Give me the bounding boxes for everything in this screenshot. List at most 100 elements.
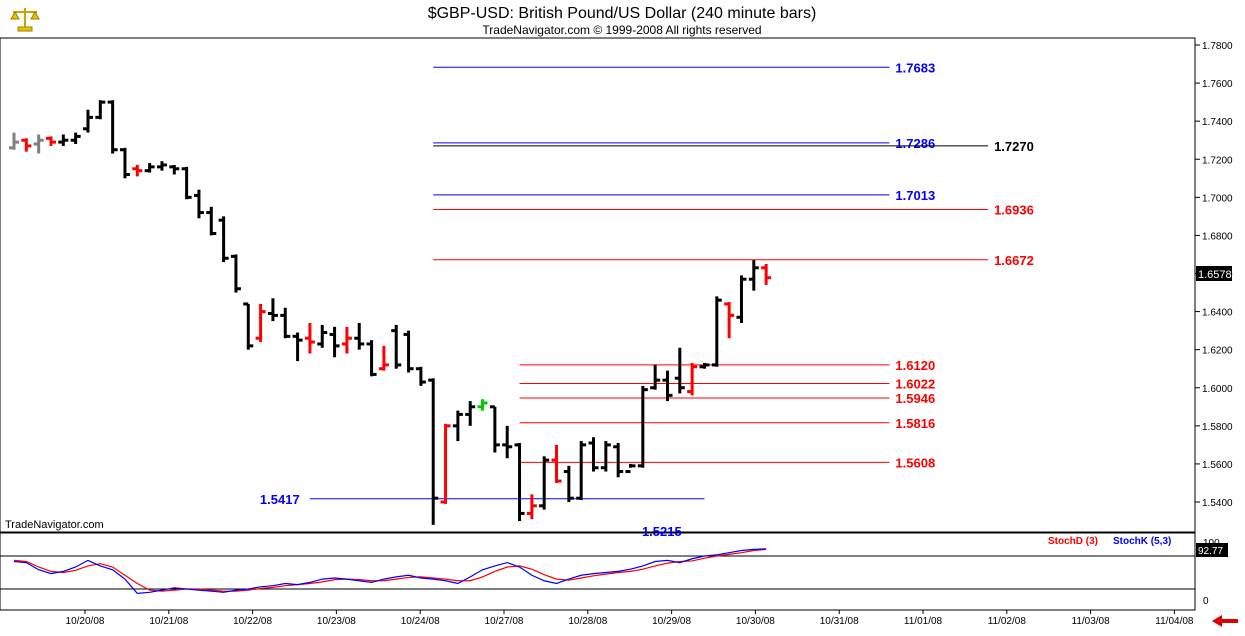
date-tick-label: 11/04/08: [1155, 616, 1194, 627]
ohlc-bar: [428, 378, 439, 525]
date-tick-label: 10/30/08: [736, 616, 775, 627]
ohlc-bar: [58, 134, 69, 146]
stoch-d-legend: StochD (3): [1048, 536, 1098, 547]
ohlc-bar: [144, 163, 155, 173]
ohlc-bar: [502, 425, 513, 459]
ohlc-bar: [132, 164, 143, 177]
ohlc-bar: [45, 136, 56, 146]
ohlc-bar: [724, 302, 735, 339]
ohlc-bar: [526, 494, 537, 520]
date-tick-label: 10/24/08: [401, 616, 440, 627]
ohlc-bar: [255, 303, 266, 343]
ohlc-bar: [292, 332, 303, 362]
ohlc-bar: [354, 323, 365, 350]
ohlc-bar: [711, 296, 722, 367]
price-tick-label: 1.6200: [1202, 346, 1233, 357]
ohlc-bar: [119, 147, 130, 179]
ohlc-bar: [699, 362, 710, 369]
ohlc-bar: [366, 340, 377, 377]
ohlc-bar: [576, 441, 587, 501]
stochastic-plot: [0, 548, 1195, 595]
chart-subtitle: TradeNavigator.com © 1999-2008 All right…: [482, 23, 761, 37]
ohlc-bar: [218, 216, 229, 263]
ohlc-bar: [403, 330, 414, 373]
stoch-k-line: [13, 548, 767, 595]
ohlc-bar: [662, 370, 673, 402]
price-level-label: 1.5417: [260, 492, 300, 507]
ohlc-bar: [613, 442, 624, 478]
last-price-badge: [1196, 266, 1232, 281]
price-tick-label: 1.6000: [1202, 384, 1233, 395]
ohlc-bar: [206, 206, 217, 236]
gold-scales-logo-icon[interactable]: [10, 4, 40, 32]
ohlc-bar: [230, 254, 241, 293]
price-pane: [0, 37, 1196, 533]
ohlc-bar: [736, 275, 747, 324]
ohlc-bar: [317, 324, 328, 348]
price-tick-label: 1.5400: [1202, 498, 1233, 509]
ohlc-bar: [243, 302, 254, 350]
date-tick-label: 10/29/08: [652, 616, 691, 627]
price-level-label: 1.6022: [895, 377, 935, 392]
ohlc-bar: [95, 100, 106, 120]
price-tick-label: 1.6800: [1202, 231, 1233, 242]
date-tick-label: 10/21/08: [149, 616, 188, 627]
ohlc-bar: [563, 465, 574, 502]
ohlc-bar: [650, 364, 661, 390]
ohlc-bar: [82, 109, 93, 133]
date-tick-label: 10/23/08: [317, 616, 356, 627]
stoch-d-line: [13, 548, 767, 592]
watermark: TradeNavigator.com: [5, 519, 104, 531]
price-axis: 1.54001.56001.58001.60001.62001.64001.66…: [1195, 41, 1233, 509]
stochastic-pane: [0, 532, 1196, 611]
price-tick-label: 1.5800: [1202, 422, 1233, 433]
price-level-label: 1.5946: [895, 391, 935, 406]
price-tick-label: 1.5600: [1202, 460, 1233, 471]
ohlc-bar: [452, 410, 463, 442]
ohlc-bar: [33, 134, 44, 154]
ohlc-bar: [637, 385, 648, 468]
ohlc-bar: [465, 401, 476, 426]
ohlc-bar: [514, 442, 525, 522]
ohlc-bar: [539, 456, 550, 510]
last-price-label: 1.6578: [1198, 269, 1232, 281]
date-tick-label: 11/01/08: [904, 616, 943, 627]
ohlc-bar: [304, 323, 315, 354]
ohlc-bar: [329, 326, 340, 358]
stoch-axis-zero: 0: [1203, 596, 1209, 607]
price-levels: 1.7683 1.7286 1.7270 1.7013 1.6936 1.6672 1.61…: [260, 60, 1034, 539]
ohlc-bar: [551, 444, 562, 483]
scroll-left-arrow-icon[interactable]: [1209, 614, 1241, 628]
ohlc-bar: [169, 164, 180, 175]
date-axis: 10/20/08 10/21/08 10/22/08 10/23/08 10/24/08…: [66, 610, 1194, 627]
date-tick-label: 10/20/08: [66, 616, 105, 627]
ohlc-bar: [193, 189, 204, 219]
price-level-label: 1.7286: [895, 136, 935, 151]
price-tick-label: 1.7800: [1202, 41, 1233, 52]
price-tick-label: 1.6400: [1202, 308, 1233, 319]
ohlc-bar: [107, 100, 118, 154]
ohlc-bar: [477, 399, 488, 411]
chart-title: $GBP-USD: British Pound/US Dollar (240 m…: [428, 5, 817, 22]
price-level-label: 1.5816: [895, 416, 935, 431]
price-level-label: 1.7013: [895, 188, 935, 203]
ohlc-bar: [21, 138, 32, 152]
stoch-k-legend: StochK (5,3): [1113, 536, 1171, 547]
ohlc-bar: [600, 441, 611, 472]
price-level-label: 1.6936: [994, 203, 1034, 218]
ohlc-bar: [415, 366, 426, 386]
price-tick-label: 1.7000: [1202, 193, 1233, 204]
ohlc-bar: [761, 263, 772, 285]
ohlc-bar: [588, 437, 599, 472]
price-level-label: 1.5608: [895, 455, 935, 470]
ohlc-bar: [489, 405, 500, 453]
ohlc-bar: [674, 347, 685, 394]
ohlc-bar: [625, 463, 636, 474]
ohlc-bar: [378, 345, 389, 371]
date-tick-label: 10/31/08: [820, 616, 859, 627]
ohlc-bar: [748, 260, 759, 291]
date-tick-label: 10/28/08: [568, 616, 607, 627]
price-tick-label: 1.7600: [1202, 79, 1233, 90]
